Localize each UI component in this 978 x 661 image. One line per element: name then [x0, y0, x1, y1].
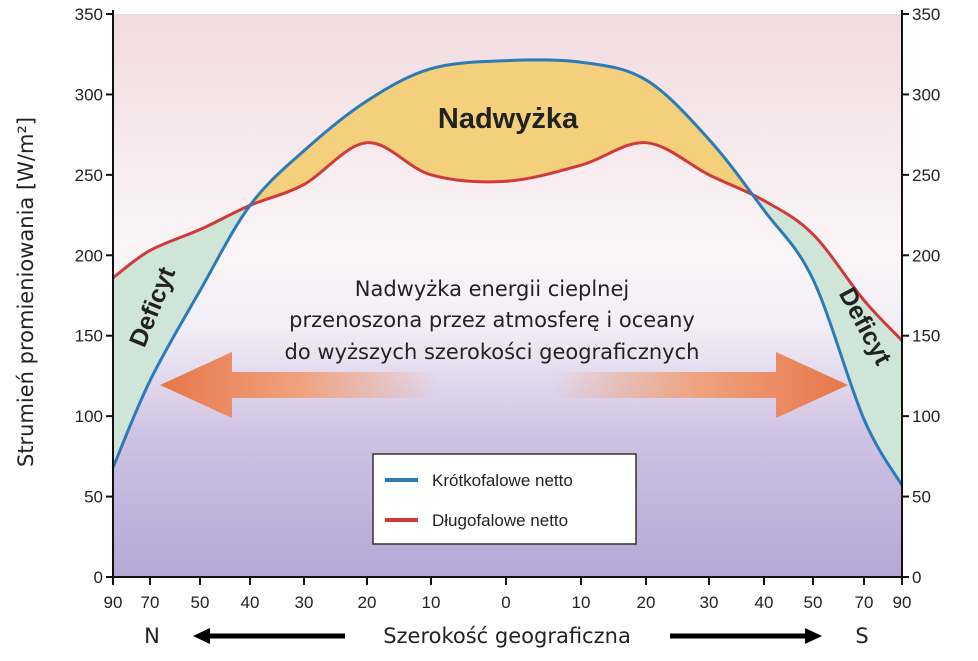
x-tick-label: 30	[295, 593, 314, 612]
x-tick-label: 10	[572, 593, 591, 612]
y-tick-label-left: 0	[94, 568, 103, 587]
surplus-area	[113, 59, 902, 341]
y-tick-label-right: 50	[912, 488, 931, 507]
y-tick-label-right: 200	[912, 246, 940, 265]
surplus-label: Nadwyżka	[438, 103, 579, 135]
y-tick-label-left: 150	[75, 327, 103, 346]
x-tick-label: 20	[358, 593, 377, 612]
x-tick-label: 90	[893, 593, 912, 612]
x-tick-label: 90	[104, 593, 123, 612]
south-label: S	[855, 624, 868, 648]
y-tick-label-left: 300	[75, 85, 103, 104]
x-tick-label: 40	[755, 593, 774, 612]
north-label: N	[144, 624, 160, 648]
y-tick-label-left: 250	[75, 166, 103, 185]
y-tick-label-left: 100	[75, 407, 103, 426]
series-line-shortwave	[111, 58, 904, 487]
arrow-to-south	[550, 352, 848, 418]
north-arrowhead	[193, 628, 210, 644]
x-tick-label: 70	[141, 593, 160, 612]
legend-label-longwave: Długofalowe netto	[432, 511, 568, 530]
x-tick-label: 0	[501, 593, 510, 612]
x-tick-label: 20	[637, 593, 656, 612]
x-tick-label: 10	[422, 593, 441, 612]
transport-text-3: do wyższych szerokości geograficznych	[285, 340, 700, 364]
y-tick-label-left: 200	[75, 246, 103, 265]
legend-label-shortwave: Krótkofalowe netto	[432, 471, 573, 490]
x-tick-label: 70	[855, 593, 874, 612]
y-tick-label-right: 350	[912, 5, 940, 24]
x-tick-label: 30	[700, 593, 719, 612]
y-tick-label-left: 50	[84, 488, 103, 507]
y-tick-label-left: 350	[75, 5, 103, 24]
y-tick-label-right: 150	[912, 327, 940, 346]
y-axis-label: Strumień promieniowania [W/m²]	[14, 117, 38, 467]
arrow-to-north	[160, 352, 440, 418]
x-tick-label: 40	[241, 593, 260, 612]
series-line-longwave	[112, 141, 904, 342]
south-arrowhead	[805, 628, 822, 644]
legend: Krótkofalowe netto Długofalowe netto	[372, 453, 637, 545]
x-tick-label: 50	[191, 593, 210, 612]
y-tick-label-right: 100	[912, 407, 940, 426]
transport-text-2: przenoszona przez atmosferę i oceany	[289, 308, 695, 332]
x-axis-label: Szerokość geograficzna	[383, 624, 631, 648]
y-tick-label-right: 300	[912, 85, 940, 104]
legend-box	[372, 453, 637, 545]
y-tick-label-right: 0	[912, 568, 921, 587]
transport-text-1: Nadwyżka energii cieplnej	[355, 277, 630, 301]
y-tick-label-right: 250	[912, 166, 940, 185]
x-tick-label: 50	[804, 593, 823, 612]
